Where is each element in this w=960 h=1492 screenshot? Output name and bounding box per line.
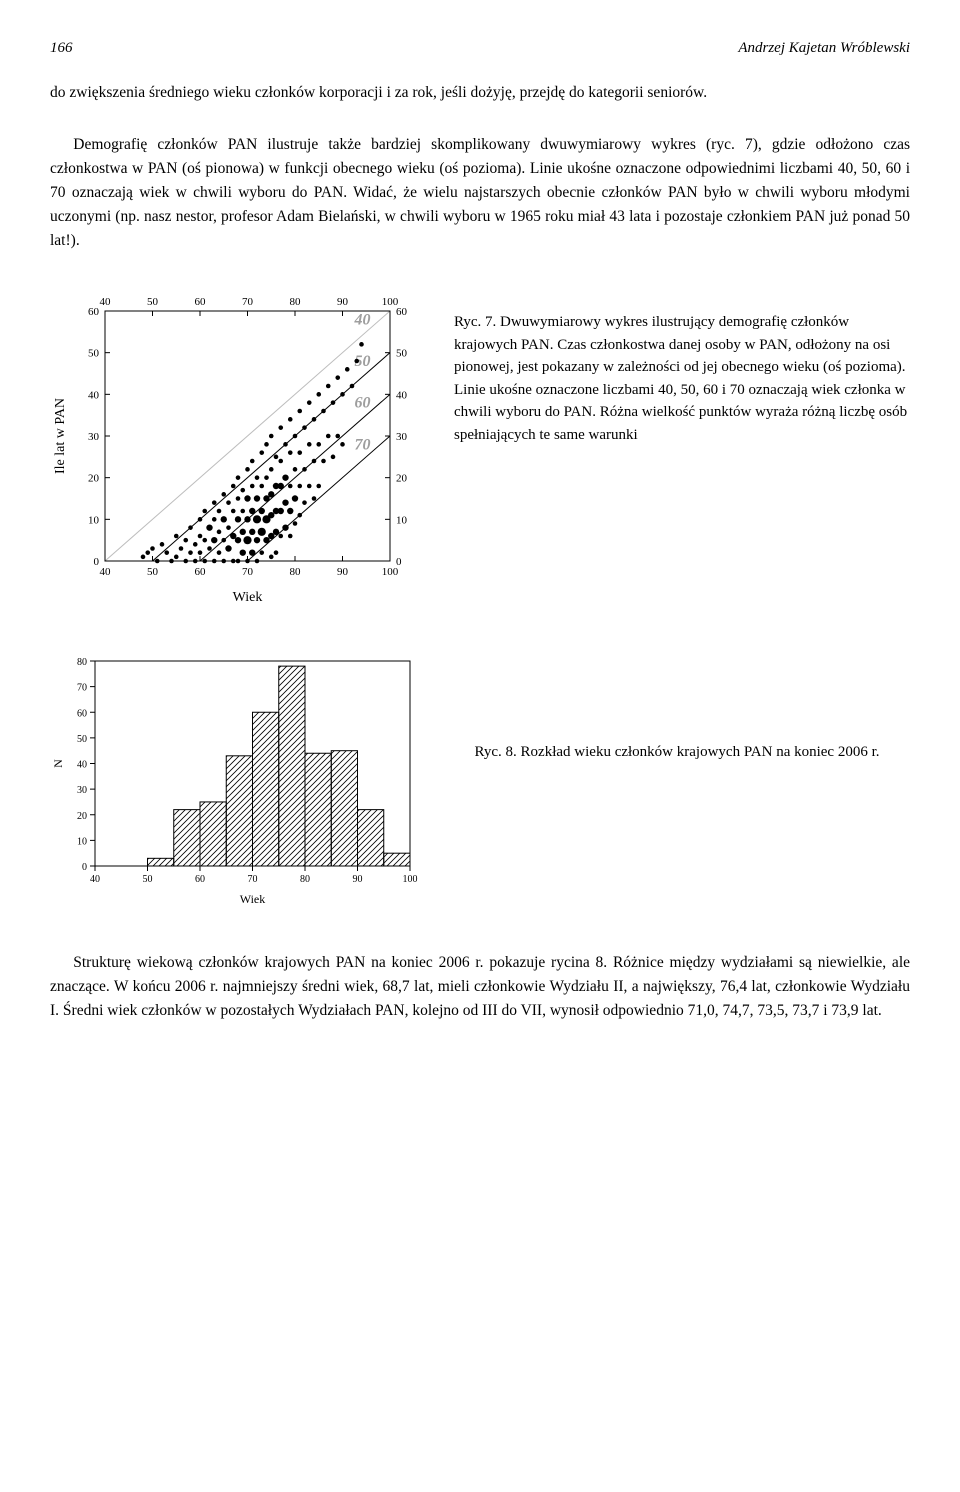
- svg-text:Wiek: Wiek: [233, 590, 263, 605]
- svg-text:40: 40: [90, 874, 100, 885]
- svg-text:30: 30: [88, 431, 100, 443]
- svg-text:30: 30: [396, 431, 408, 443]
- header-author: Andrzej Kajetan Wróblewski: [738, 40, 910, 57]
- svg-text:60: 60: [355, 395, 371, 412]
- svg-text:70: 70: [248, 874, 258, 885]
- svg-text:70: 70: [355, 436, 371, 453]
- svg-text:50: 50: [77, 734, 87, 745]
- svg-text:50: 50: [88, 348, 100, 360]
- svg-text:100: 100: [403, 874, 418, 885]
- svg-text:80: 80: [290, 566, 302, 578]
- svg-text:80: 80: [77, 657, 87, 668]
- svg-text:Wiek: Wiek: [240, 892, 266, 906]
- svg-text:60: 60: [195, 566, 207, 578]
- svg-text:40: 40: [354, 311, 371, 328]
- svg-text:60: 60: [396, 306, 408, 318]
- svg-text:90: 90: [337, 296, 349, 308]
- figure-7-chart: 4050607040405050606070708080909010010000…: [50, 281, 430, 611]
- svg-text:60: 60: [77, 708, 87, 719]
- svg-text:10: 10: [88, 514, 100, 526]
- svg-text:0: 0: [94, 556, 100, 568]
- svg-text:30: 30: [77, 785, 87, 796]
- svg-text:Ile lat w PAN: Ile lat w PAN: [53, 398, 68, 474]
- figure-7-row: 4050607040405050606070708080909010010000…: [50, 281, 910, 611]
- svg-text:70: 70: [77, 683, 87, 694]
- figure-8-chart: 40 50 60 70 80 90 100 0 10 20 30 40 50 60 70 80 Wiek N: [50, 651, 420, 911]
- svg-text:20: 20: [88, 473, 100, 485]
- svg-text:10: 10: [396, 514, 408, 526]
- svg-text:80: 80: [290, 296, 302, 308]
- svg-text:60: 60: [195, 874, 205, 885]
- svg-text:50: 50: [396, 348, 408, 360]
- svg-text:0: 0: [82, 862, 87, 873]
- svg-text:50: 50: [143, 874, 153, 885]
- svg-text:90: 90: [353, 874, 363, 885]
- paragraph-1: do zwiększenia średniego wieku członków …: [50, 81, 910, 105]
- svg-text:20: 20: [77, 811, 87, 822]
- svg-text:90: 90: [337, 566, 349, 578]
- figure-8-caption: Ryc. 8. Rozkład wieku członków krajowych…: [444, 651, 910, 764]
- figure-7-caption: Ryc. 7. Dwuwymiarowy wykres ilustrujący …: [454, 281, 910, 446]
- svg-text:0: 0: [396, 556, 402, 568]
- svg-text:40: 40: [100, 296, 112, 308]
- paragraph-3: Strukturę wiekową członków krajowych PAN…: [50, 951, 910, 1023]
- svg-text:40: 40: [396, 389, 408, 401]
- svg-text:50: 50: [147, 566, 159, 578]
- page-number: 166: [50, 40, 73, 57]
- svg-text:60: 60: [195, 296, 207, 308]
- svg-text:70: 70: [242, 296, 254, 308]
- svg-text:70: 70: [242, 566, 254, 578]
- svg-text:N: N: [51, 759, 65, 768]
- page-header: 166 Andrzej Kajetan Wróblewski: [50, 40, 910, 57]
- svg-text:10: 10: [77, 836, 87, 847]
- svg-text:50: 50: [147, 296, 159, 308]
- svg-text:20: 20: [396, 473, 408, 485]
- figure-8-row: 40 50 60 70 80 90 100 0 10 20 30 40 50 60 70 80 Wiek N Ry…: [50, 651, 910, 911]
- paragraph-2: Demografię członków PAN ilustruje także …: [50, 133, 910, 253]
- svg-text:80: 80: [300, 874, 310, 885]
- svg-text:40: 40: [77, 760, 87, 771]
- svg-text:60: 60: [88, 306, 100, 318]
- svg-text:40: 40: [88, 389, 100, 401]
- svg-text:40: 40: [100, 566, 112, 578]
